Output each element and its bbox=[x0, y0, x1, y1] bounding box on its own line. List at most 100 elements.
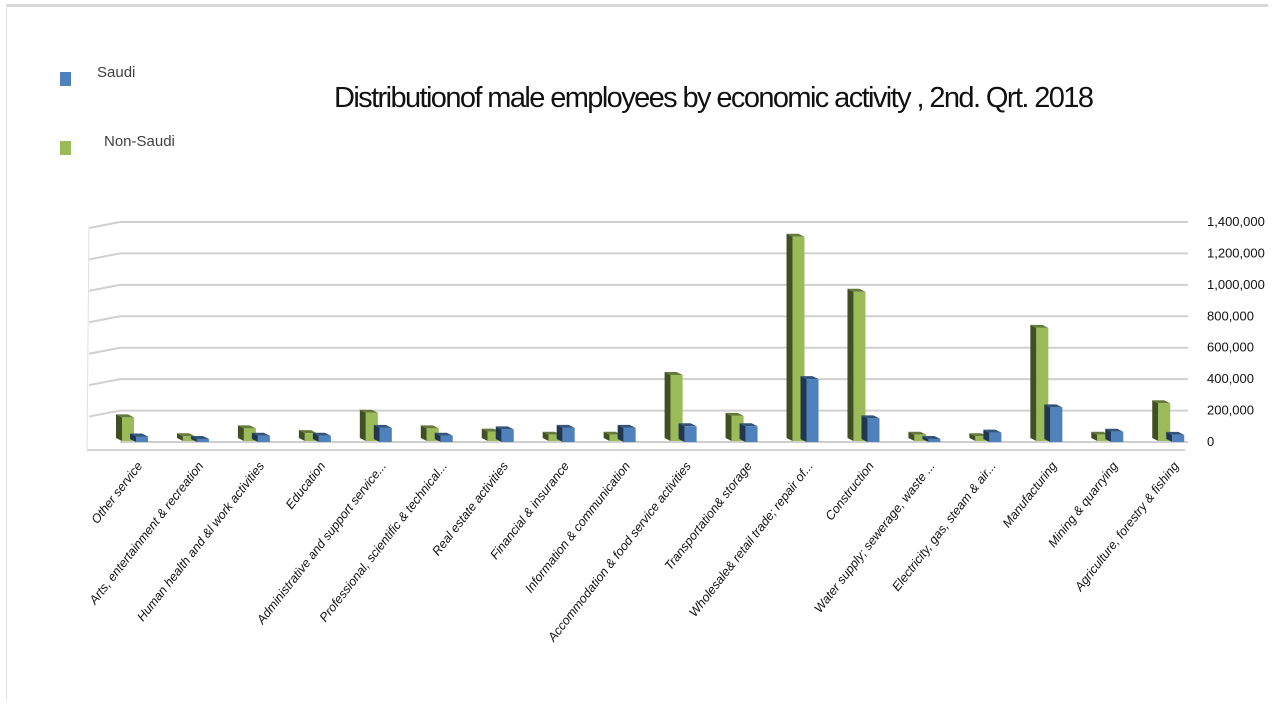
bar-top bbox=[190, 436, 209, 439]
bar bbox=[609, 434, 622, 441]
bar-top bbox=[298, 430, 317, 434]
bar-top bbox=[237, 425, 256, 429]
bar bbox=[623, 427, 636, 442]
gridline-side bbox=[88, 378, 121, 387]
bar-side bbox=[678, 423, 685, 442]
bar-top bbox=[373, 424, 392, 428]
bar-top bbox=[725, 412, 744, 416]
bar-top bbox=[922, 436, 941, 439]
bar-side bbox=[373, 424, 380, 442]
legend-label-non-saudi: Non-Saudi bbox=[104, 133, 175, 150]
bar-side bbox=[1105, 428, 1112, 442]
x-tick-label: Information & communication bbox=[522, 459, 633, 595]
bar bbox=[928, 439, 941, 442]
legend-label-saudi: Saudi bbox=[97, 64, 136, 81]
bar-top bbox=[312, 432, 331, 436]
x-tick-label: Manufacturing bbox=[1000, 459, 1060, 530]
bar-side bbox=[1091, 431, 1098, 441]
bar-side bbox=[312, 432, 319, 442]
bar-top bbox=[116, 414, 134, 418]
bar-top bbox=[1030, 324, 1049, 328]
bar bbox=[914, 434, 927, 441]
bar-top bbox=[786, 233, 805, 237]
bar-side bbox=[983, 429, 990, 442]
bar bbox=[318, 435, 331, 442]
bar-side bbox=[190, 436, 197, 442]
y-axis-ticks: 1,400,000 1,200,000 1,000,000 800,000 600,00… bbox=[1207, 214, 1265, 449]
bar bbox=[745, 426, 758, 442]
bar-side bbox=[922, 436, 929, 442]
y-tick-label: 1,400,000 bbox=[1207, 214, 1265, 229]
y-tick-label: 800,000 bbox=[1207, 308, 1254, 323]
bar-side bbox=[969, 433, 976, 441]
bar-side bbox=[617, 424, 624, 442]
bar bbox=[1158, 403, 1171, 441]
gridline-side bbox=[88, 283, 121, 292]
bar-side bbox=[237, 425, 244, 441]
bar bbox=[136, 436, 148, 442]
bar-top bbox=[983, 429, 1002, 433]
bar-side bbox=[847, 288, 854, 441]
y-tick-label: 1,200,000 bbox=[1207, 245, 1265, 260]
bar bbox=[487, 431, 500, 441]
legend-item-saudi: Saudi bbox=[60, 64, 135, 87]
bar-top bbox=[176, 433, 195, 437]
bar bbox=[1111, 431, 1124, 442]
bar-side bbox=[481, 428, 488, 441]
chart-title: Distributionof male employees by economi… bbox=[334, 82, 1094, 114]
gridline-side bbox=[88, 409, 121, 418]
bar bbox=[304, 433, 317, 441]
y-tick-label: 0 bbox=[1207, 434, 1214, 449]
bar-side bbox=[116, 414, 122, 441]
bar-top bbox=[359, 409, 378, 413]
bar bbox=[989, 432, 1002, 442]
bar-side bbox=[1030, 324, 1037, 441]
gridline-side bbox=[88, 315, 121, 324]
chart-frame bbox=[6, 4, 1268, 700]
bar-top bbox=[130, 433, 148, 437]
bar-side bbox=[495, 426, 502, 442]
bar-side bbox=[298, 430, 305, 441]
bar bbox=[1172, 434, 1185, 442]
x-tick-label: Wholesale& retail trade; repair of... bbox=[686, 459, 816, 619]
x-tick-label: Administrative and support service... bbox=[253, 459, 389, 627]
bar bbox=[182, 436, 195, 441]
legend-swatch-saudi bbox=[60, 71, 71, 86]
bar-top bbox=[800, 376, 819, 380]
bar bbox=[379, 427, 392, 442]
x-tick-label: Construction bbox=[823, 459, 877, 523]
bars bbox=[116, 233, 1185, 442]
bar-side bbox=[786, 233, 793, 441]
bar bbox=[975, 436, 988, 441]
bar-side bbox=[739, 423, 746, 442]
left-wall-line bbox=[86, 225, 90, 451]
bar-top bbox=[556, 424, 575, 428]
bar-top bbox=[1044, 404, 1063, 408]
bar-side bbox=[1166, 431, 1173, 442]
bar-top bbox=[617, 424, 636, 428]
bar-side bbox=[542, 431, 549, 441]
bar-top bbox=[861, 415, 880, 419]
bar-side bbox=[1044, 404, 1051, 442]
bar-side bbox=[434, 432, 441, 442]
bar-top bbox=[420, 425, 439, 429]
gridline-side bbox=[88, 346, 121, 355]
bar bbox=[853, 291, 866, 441]
bar-top bbox=[908, 431, 927, 435]
bar-side bbox=[176, 433, 183, 441]
x-tick-label: Water supply; sewerage, waste ... bbox=[811, 459, 937, 615]
bar-top bbox=[251, 432, 270, 436]
bar bbox=[562, 427, 575, 442]
bar-top bbox=[664, 372, 683, 375]
bar-side bbox=[359, 409, 366, 441]
bar-top bbox=[434, 432, 453, 436]
bar-top bbox=[847, 288, 866, 292]
bar bbox=[867, 418, 880, 442]
bar-top bbox=[603, 431, 622, 435]
bar bbox=[1050, 407, 1063, 442]
bar-top bbox=[1166, 431, 1185, 435]
bar bbox=[684, 426, 697, 442]
bar bbox=[501, 429, 514, 442]
